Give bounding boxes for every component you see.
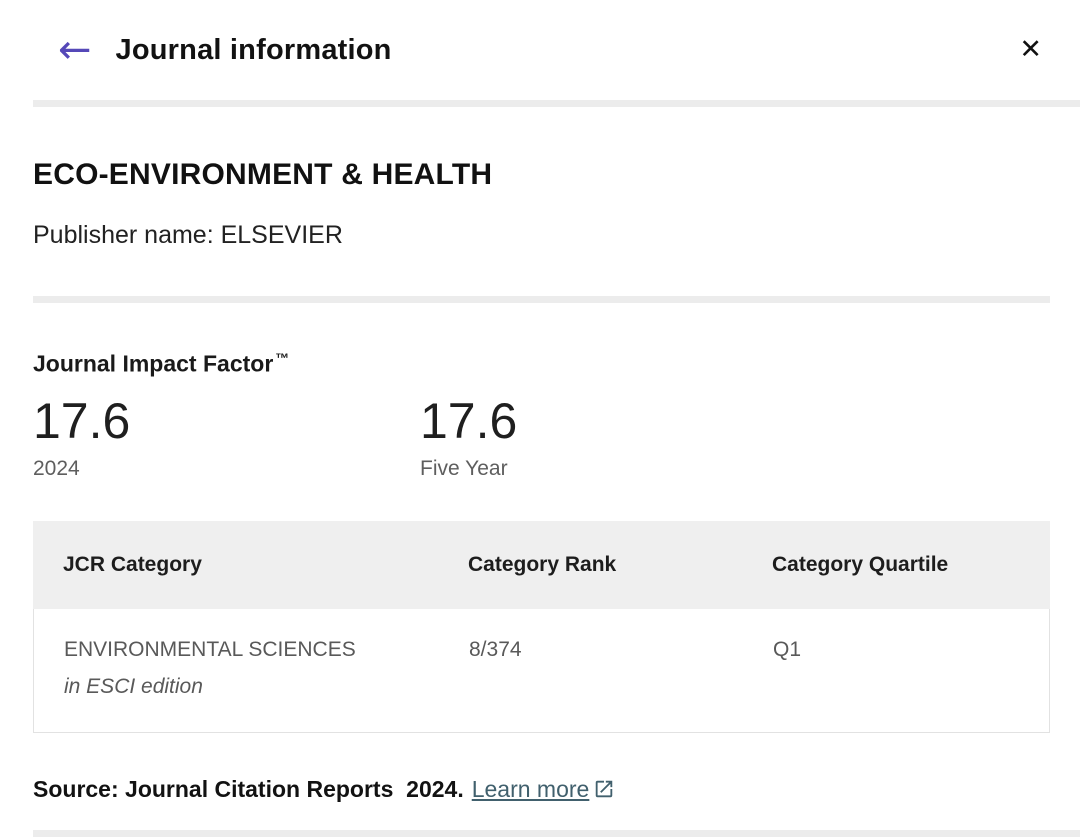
source-text: Source: Journal Citation Reports 2024. — [33, 775, 464, 802]
header-divider — [33, 100, 1080, 107]
learn-more-link[interactable]: Learn more — [472, 776, 616, 803]
learn-more-label: Learn more — [471, 775, 590, 802]
impact-factor-five-year: 17.6 Five Year — [420, 392, 807, 481]
close-icon: ✕ — [1019, 34, 1042, 65]
journal-title: ECO-ENVIRONMENT & HEALTH — [33, 158, 493, 191]
column-header-jcr-category: JCR Category — [63, 552, 202, 576]
trademark-symbol: ™ — [275, 350, 290, 366]
impact-factor-section-title: Journal Impact Factor ™ — [33, 350, 1050, 378]
column-header-category-quartile: Category Quartile — [772, 552, 949, 576]
source-line: Source: Journal Citation Reports 2024. L… — [33, 776, 1050, 803]
impact-factor-label: Journal Impact Factor — [33, 350, 274, 377]
bottom-divider — [33, 830, 1080, 837]
close-button[interactable]: ✕ — [1019, 36, 1042, 63]
cell-category-quartile: Q1 — [773, 638, 1049, 699]
impact-factor-current: 17.6 2024 — [33, 392, 420, 481]
impact-factor-value: 17.6 — [33, 392, 131, 449]
panel-header: ← Journal information ✕ — [0, 0, 1080, 100]
back-button[interactable]: ← — [58, 30, 92, 70]
category-table: JCR Category Category Rank Category Quar… — [33, 520, 1050, 733]
impact-factor-year-label: Five Year — [420, 456, 508, 480]
page-title: Journal information — [115, 33, 392, 66]
category-table-header: JCR Category Category Rank Category Quar… — [33, 520, 1050, 609]
category-name: ENVIRONMENTAL SCIENCES — [64, 637, 356, 661]
open-in-new-icon[interactable] — [593, 778, 615, 800]
column-header-category-rank: Category Rank — [468, 552, 617, 576]
table-row: ENVIRONMENTAL SCIENCES in ESCI edition 8… — [33, 608, 1050, 733]
section-divider — [33, 296, 1050, 303]
impact-factor-year-label: 2024 — [33, 456, 80, 480]
panel-content: ECO-ENVIRONMENT & HEALTH Publisher name:… — [0, 158, 1080, 803]
cell-category-rank: 8/374 — [469, 638, 773, 699]
impact-factor-metrics: 17.6 2024 17.6 Five Year — [33, 392, 1050, 481]
category-edition: in ESCI edition — [64, 674, 203, 698]
impact-factor-value: 17.6 — [420, 392, 518, 449]
arrow-left-icon: ← — [58, 27, 92, 73]
cell-jcr-category: ENVIRONMENTAL SCIENCES in ESCI edition — [34, 638, 469, 699]
publisher-name: Publisher name: ELSEVIER — [33, 221, 343, 249]
category-quartile-value: Q1 — [773, 637, 802, 661]
category-rank-value: 8/374 — [469, 637, 522, 661]
